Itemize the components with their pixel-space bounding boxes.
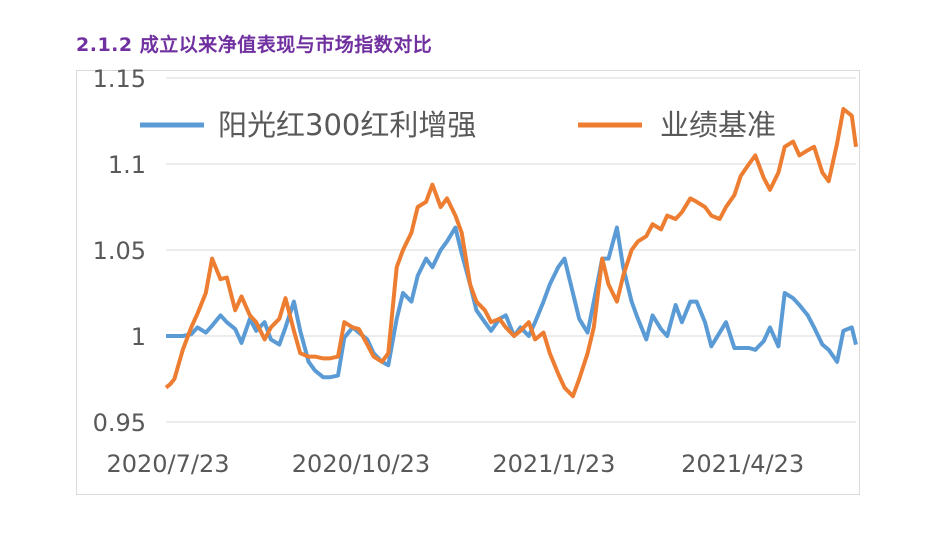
x-axis-ticks: 2020/7/23 2020/10/23 2021/1/23 2021/4/23 — [106, 450, 804, 478]
y-tick-label: 1 — [131, 323, 146, 351]
x-tick-label: 2021/4/23 — [681, 450, 804, 478]
y-axis-ticks: 0.95 1 1.05 1.1 1.15 — [93, 65, 146, 437]
y-tick-label: 1.15 — [93, 65, 146, 93]
y-tick-label: 1.05 — [93, 237, 146, 265]
series-line-2 — [164, 107, 858, 399]
legend: 阳光红300红利增强 业绩基准 — [140, 108, 776, 142]
legend-label-1: 阳光红300红利增强 — [218, 108, 476, 142]
section-title: 2.1.2 成立以来净值表现与市场指数对比 — [76, 34, 433, 56]
x-tick-label: 2020/7/23 — [106, 450, 229, 478]
series-lines — [164, 107, 858, 399]
legend-label-2: 业绩基准 — [660, 108, 776, 142]
y-tick-label: 0.95 — [93, 409, 146, 437]
y-tick-label: 1.1 — [108, 151, 146, 179]
x-tick-label: 2021/1/23 — [492, 450, 615, 478]
x-tick-label: 2020/10/23 — [292, 450, 430, 478]
